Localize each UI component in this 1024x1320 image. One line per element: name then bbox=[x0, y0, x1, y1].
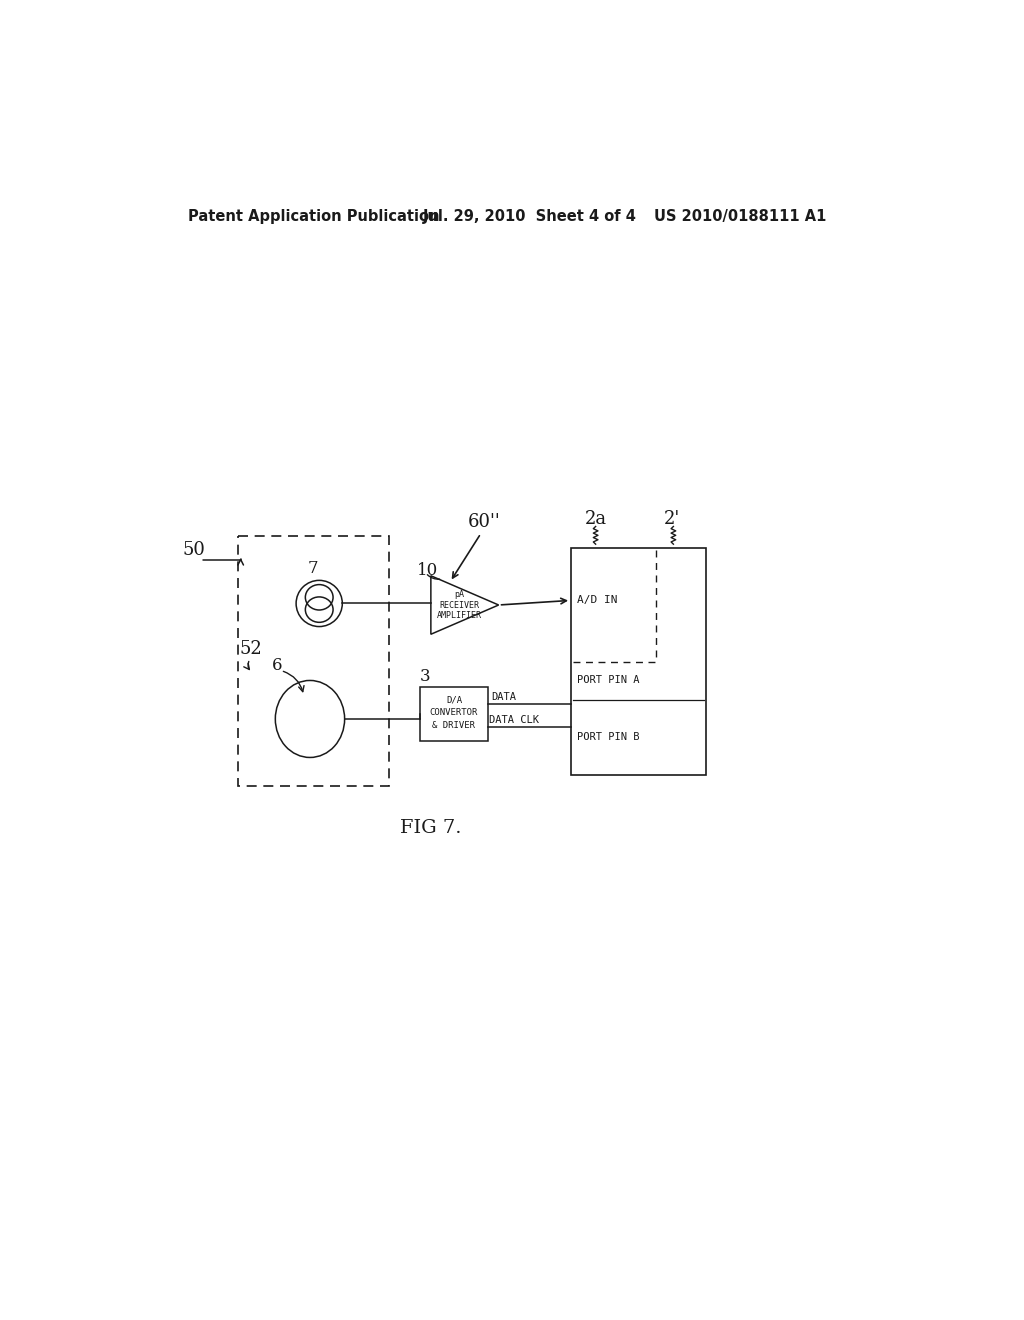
Bar bbox=[571, 548, 706, 775]
Text: 6: 6 bbox=[271, 656, 282, 673]
Text: 10: 10 bbox=[417, 562, 438, 579]
Text: A/D IN: A/D IN bbox=[578, 595, 617, 606]
Bar bbox=[239, 536, 388, 785]
Text: & DRIVER: & DRIVER bbox=[432, 722, 475, 730]
Text: 3: 3 bbox=[420, 668, 431, 685]
Text: 2': 2' bbox=[664, 510, 680, 528]
Text: DATA: DATA bbox=[492, 692, 517, 702]
Text: 52: 52 bbox=[240, 640, 262, 657]
Text: FIG 7.: FIG 7. bbox=[400, 820, 462, 837]
Text: US 2010/0188111 A1: US 2010/0188111 A1 bbox=[654, 209, 826, 223]
Text: Jul. 29, 2010  Sheet 4 of 4: Jul. 29, 2010 Sheet 4 of 4 bbox=[423, 209, 637, 223]
Text: Patent Application Publication: Patent Application Publication bbox=[188, 209, 440, 223]
Text: AMPLIFIER: AMPLIFIER bbox=[437, 611, 482, 619]
Text: DATA CLK: DATA CLK bbox=[489, 714, 540, 725]
Text: pA: pA bbox=[455, 590, 464, 599]
Bar bbox=[420, 688, 487, 742]
Text: D/A: D/A bbox=[445, 696, 462, 705]
Text: 2a: 2a bbox=[585, 510, 607, 528]
Text: PORT PIN A: PORT PIN A bbox=[578, 676, 640, 685]
Text: RECEIVER: RECEIVER bbox=[439, 601, 479, 610]
Text: PORT PIN B: PORT PIN B bbox=[578, 731, 640, 742]
Text: 50: 50 bbox=[183, 541, 206, 558]
Text: 7: 7 bbox=[307, 560, 318, 577]
Text: CONVERTOR: CONVERTOR bbox=[430, 709, 478, 717]
Text: 60'': 60'' bbox=[468, 513, 501, 531]
